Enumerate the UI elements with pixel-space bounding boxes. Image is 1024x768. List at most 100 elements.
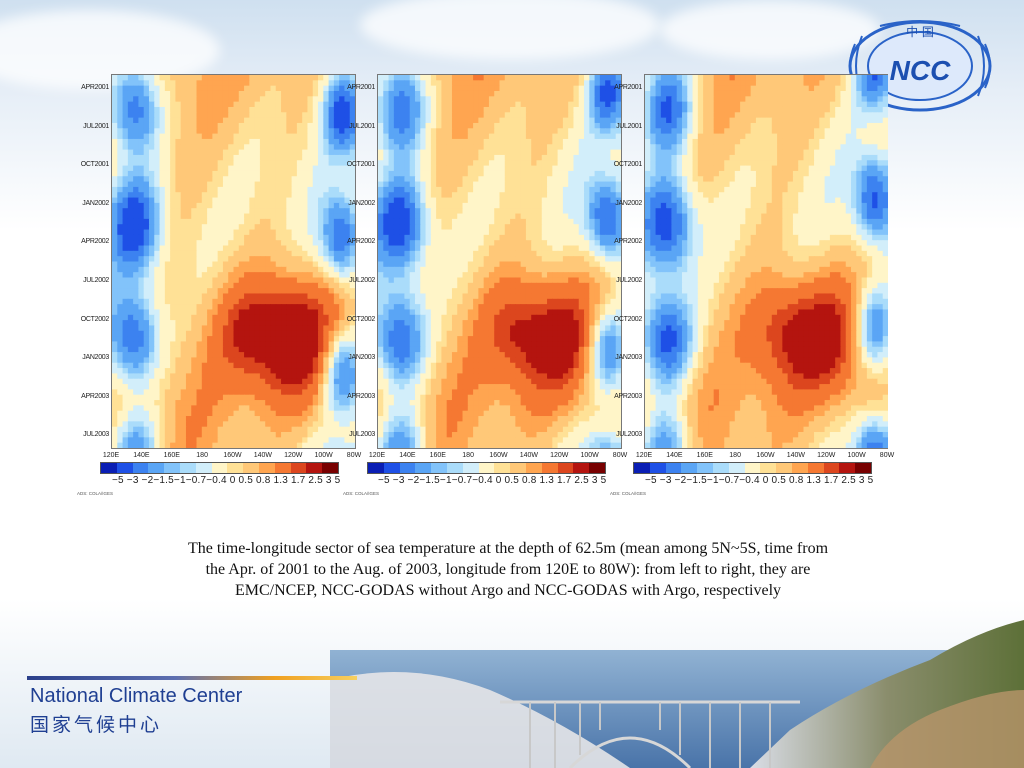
heatmap-cell — [494, 256, 501, 263]
heatmap-cell — [238, 325, 245, 332]
heatmap-cell — [383, 218, 390, 225]
heatmap-cell — [286, 346, 293, 353]
heatmap-cell — [217, 144, 224, 151]
heatmap-cell — [249, 314, 256, 321]
heatmap-cell — [318, 293, 324, 300]
heatmap-cell — [467, 250, 474, 257]
heatmap-cell — [515, 112, 522, 119]
heatmap-cell — [185, 250, 192, 257]
heatmap-cell — [228, 160, 235, 167]
heatmap-cell — [333, 250, 340, 257]
heatmap-cell — [154, 309, 161, 316]
heatmap-cell — [217, 192, 224, 199]
heatmap-cell — [275, 197, 282, 204]
heatmap-cell — [515, 208, 522, 215]
heatmap-cell — [148, 202, 155, 209]
heatmap-cell — [133, 90, 140, 97]
heatmap-cell — [191, 75, 198, 81]
heatmap-cell — [510, 181, 516, 188]
heatmap-cell — [228, 266, 235, 273]
heatmap-cell — [217, 170, 224, 177]
heatmap-cell — [302, 261, 309, 268]
heatmap-cell — [133, 421, 140, 428]
heatmap-cell — [339, 138, 346, 145]
heatmap-cell — [275, 325, 282, 332]
heatmap-cell — [383, 245, 390, 252]
heatmap-cell — [515, 218, 522, 225]
heatmap-cell — [112, 234, 118, 241]
heatmap-cell — [112, 224, 118, 231]
heatmap-cell — [451, 218, 458, 225]
heatmap-cell — [525, 80, 532, 87]
heatmap-cell — [133, 165, 140, 172]
heatmap-cell — [552, 106, 559, 113]
heatmap-cell — [409, 229, 416, 236]
heatmap-cell — [323, 224, 330, 231]
heatmap-cell — [238, 442, 245, 448]
heatmap-cell — [504, 154, 511, 161]
heatmap-cell — [170, 304, 176, 311]
heatmap-cell — [291, 245, 298, 252]
heatmap-cell — [185, 357, 192, 364]
heatmap-cell — [323, 213, 330, 220]
heatmap-cell — [594, 165, 601, 172]
heatmap-cell — [133, 266, 140, 273]
heatmap-cell — [259, 192, 266, 199]
heatmap-cell — [323, 288, 330, 295]
heatmap-cell — [552, 101, 559, 108]
heatmap-cell — [378, 160, 384, 167]
heatmap-cell — [138, 80, 145, 87]
heatmap-cell — [573, 240, 580, 247]
heatmap-cell — [212, 261, 219, 268]
heatmap-cell — [238, 357, 245, 364]
heatmap-cell — [159, 213, 166, 220]
heatmap-cell — [164, 394, 171, 401]
heatmap-cell — [259, 186, 266, 193]
heatmap-cell — [148, 112, 155, 119]
heatmap-cell — [388, 117, 395, 124]
heatmap-cell — [238, 304, 245, 311]
heatmap-cell — [467, 144, 474, 151]
heatmap-cell — [164, 309, 171, 316]
heatmap-cell — [212, 389, 219, 396]
heatmap-cell — [281, 325, 287, 332]
heatmap-cell — [281, 336, 287, 343]
heatmap-cell — [333, 314, 340, 321]
heatmap-cell — [568, 101, 575, 108]
heatmap-cell — [473, 144, 479, 151]
heatmap-cell — [425, 138, 432, 145]
heatmap-cell — [404, 218, 411, 225]
heatmap-cell — [333, 234, 340, 241]
heatmap-cell — [462, 122, 469, 129]
heatmap-cell — [409, 96, 416, 103]
heatmap-cell — [154, 160, 161, 167]
heatmap-cell — [584, 85, 590, 92]
heatmap-cell — [249, 288, 256, 295]
heatmap-cell — [138, 293, 145, 300]
heatmap-cell — [265, 256, 272, 263]
heatmap-cell — [312, 293, 319, 300]
heatmap-cell — [233, 197, 240, 204]
heatmap-cell — [441, 224, 448, 231]
heatmap-cell — [536, 106, 543, 113]
heatmap-cell — [259, 320, 266, 327]
heatmap-cell — [483, 245, 490, 252]
heatmap-cell — [515, 256, 522, 263]
heatmap-cell — [525, 213, 532, 220]
heatmap-cell — [201, 218, 208, 225]
heatmap-cell — [154, 282, 161, 289]
heatmap-cell — [275, 218, 282, 225]
heatmap-cell — [249, 181, 256, 188]
heatmap-cell — [191, 106, 198, 113]
heatmap-cell — [159, 154, 166, 161]
heatmap-cell — [143, 384, 150, 390]
heatmap-cell — [541, 117, 548, 124]
heatmap-cell — [222, 325, 229, 332]
heatmap-cell — [349, 437, 355, 444]
heatmap-cell — [249, 293, 256, 300]
heatmap-cell — [270, 181, 277, 188]
heatmap-cell — [349, 202, 355, 209]
heatmap-cell — [164, 250, 171, 257]
heatmap-cell — [191, 272, 198, 279]
heatmap-cell — [307, 186, 314, 193]
